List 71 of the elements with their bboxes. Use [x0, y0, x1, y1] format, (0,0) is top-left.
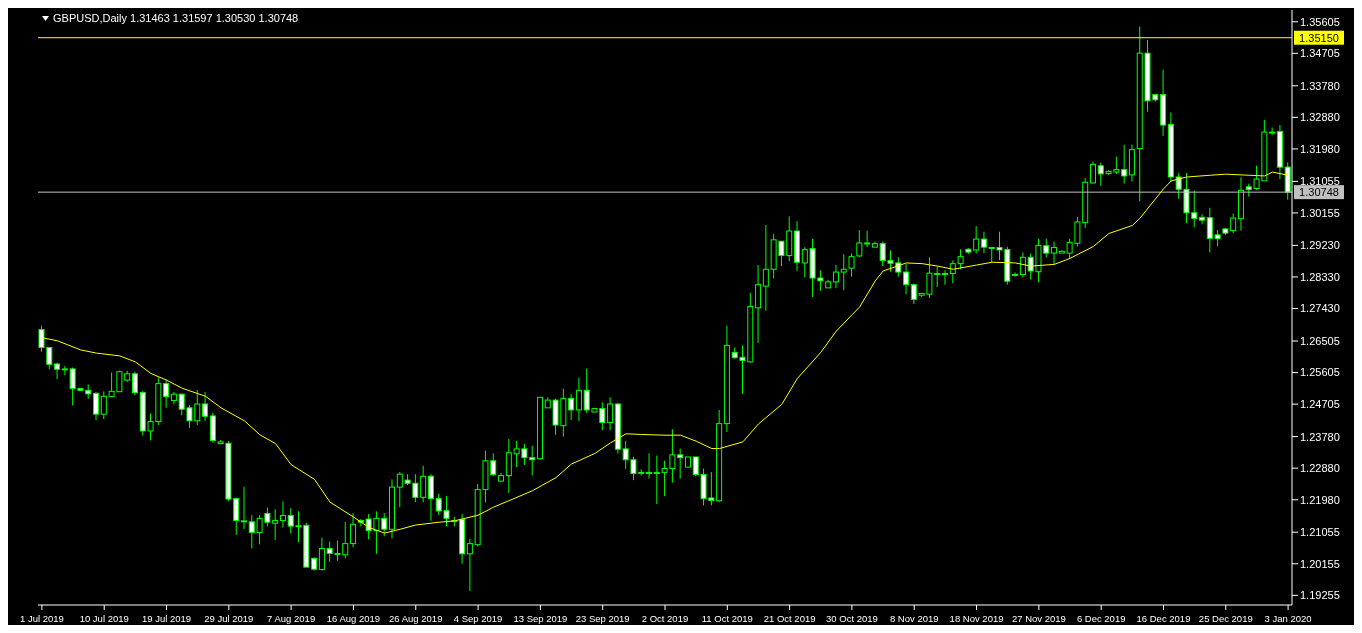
- chart-title: GBPUSD,Daily 1.31463 1.31597 1.30530 1.30748: [53, 12, 299, 24]
- x-tick-label: 2 Oct 2019: [641, 613, 689, 624]
- candlestick: [131, 371, 138, 397]
- x-tick-label: 4 Sep 2019: [453, 613, 503, 624]
- x-tick-label: 16 Aug 2019: [326, 613, 381, 624]
- y-tick-label: 1.31980: [1300, 142, 1340, 155]
- x-tick-label: 6 Dec 2019: [1076, 613, 1126, 624]
- y-tick-label: 1.23780: [1300, 430, 1340, 443]
- candlestick: [61, 365, 68, 376]
- x-tick-label: 30 Oct 2019: [826, 613, 878, 624]
- candlestick: [241, 486, 248, 530]
- x-tick-label: 19 Jul 2019: [141, 613, 192, 624]
- x-tick-label: 29 Jul 2019: [204, 613, 254, 624]
- y-tick-label: 1.20155: [1300, 557, 1340, 570]
- candlestick: [427, 473, 434, 522]
- y-tick-label: 1.35605: [1300, 15, 1340, 28]
- candlestick: [466, 538, 473, 592]
- y-tick-label: 1.34705: [1300, 47, 1340, 60]
- y-tick-label: 1.21055: [1300, 526, 1340, 539]
- x-tick-label: 8 Nov 2019: [889, 613, 939, 624]
- candlestick: [1051, 241, 1058, 265]
- y-tick-label: 1.21980: [1300, 493, 1340, 506]
- candlestick: [942, 269, 948, 286]
- y-tick-label: 1.33780: [1300, 79, 1340, 92]
- x-tick-label: 10 Jul 2019: [79, 613, 129, 624]
- y-tick-label: 1.19255: [1300, 589, 1340, 602]
- y-tick-label: 1.28330: [1300, 270, 1340, 283]
- x-tick-label: 18 Nov 2019: [949, 613, 1004, 624]
- x-tick-label: 21 Oct 2019: [763, 613, 816, 624]
- y-tick-label: 1.27430: [1300, 302, 1340, 315]
- candlestick: [646, 452, 653, 480]
- x-tick-label: 1 Jul 2019: [19, 613, 64, 624]
- y-tick-label: 1.31055: [1300, 175, 1340, 188]
- candlestick: [279, 501, 286, 528]
- x-tick-label: 26 Aug 2019: [389, 613, 443, 624]
- x-tick-label: 7 Aug 2019: [267, 613, 316, 624]
- candlestick: [864, 230, 871, 248]
- candlestick: [607, 396, 614, 431]
- candlestick: [575, 377, 582, 422]
- candlestick: [1019, 251, 1026, 278]
- x-tick-label: 23 Sep 2019: [575, 613, 630, 624]
- y-tick-label: 1.26505: [1300, 334, 1340, 347]
- y-tick-label: 1.25605: [1300, 366, 1340, 379]
- ref-line-label: 1.30748: [1299, 186, 1339, 199]
- candlestick: [840, 253, 847, 291]
- x-tick-label: 16 Dec 2019: [1136, 613, 1191, 624]
- candlestick: [1269, 127, 1276, 136]
- x-tick-label: 11 Oct 2019: [701, 613, 753, 624]
- y-tick-label: 1.32880: [1300, 111, 1340, 124]
- x-tick-label: 13 Sep 2019: [513, 613, 568, 624]
- ref-line-label: 1.35150: [1299, 31, 1339, 44]
- y-tick-label: 1.29230: [1300, 239, 1340, 252]
- candlestick: [903, 263, 910, 295]
- candlestick: [1012, 271, 1019, 278]
- candlestick: [350, 512, 357, 548]
- x-tick-label: 25 Dec 2019: [1198, 613, 1253, 624]
- candlestick: [202, 391, 209, 422]
- x-tick-label: 3 Jan 2020: [1264, 613, 1312, 624]
- candlestick: [318, 537, 325, 572]
- candlestick: [1089, 161, 1096, 185]
- candlestick: [54, 362, 61, 380]
- candlestick: [163, 378, 170, 409]
- candlestick: [1199, 213, 1206, 225]
- candlestick: [755, 264, 762, 344]
- x-tick-label: 27 Nov 2019: [1011, 613, 1066, 624]
- y-tick-label: 1.30155: [1300, 206, 1340, 219]
- candlestick: [832, 264, 839, 289]
- y-tick-label: 1.22880: [1300, 462, 1340, 475]
- candlestick: [93, 391, 100, 421]
- candlestick: [980, 231, 987, 254]
- y-tick-label: 1.24705: [1300, 398, 1340, 411]
